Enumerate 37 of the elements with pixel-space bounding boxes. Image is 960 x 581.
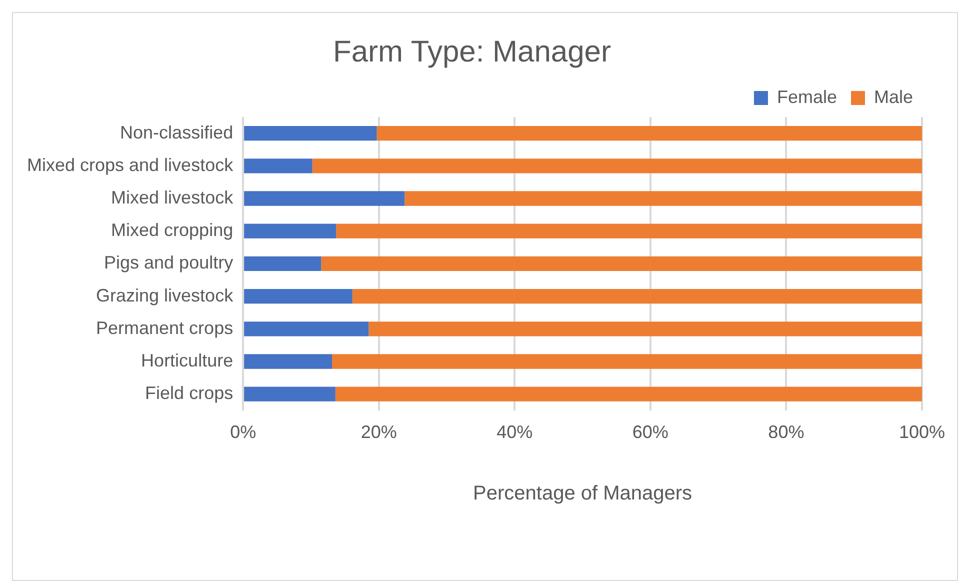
bar bbox=[321, 256, 922, 272]
bar bbox=[368, 322, 922, 336]
x-tick-label: 100% bbox=[898, 422, 946, 442]
y-tick-label: Permanent crops bbox=[96, 318, 234, 338]
y-tick-label: Mixed livestock bbox=[111, 187, 234, 208]
y-tick-label: Pigs and poultry bbox=[104, 252, 234, 273]
bar bbox=[244, 256, 322, 272]
x-tick-label: 0% bbox=[230, 422, 256, 442]
y-tick-label: Horticulture bbox=[141, 350, 234, 370]
bar bbox=[244, 386, 336, 402]
x-tick-label: 20% bbox=[360, 422, 397, 442]
bar bbox=[244, 126, 377, 141]
x-tick-label: 40% bbox=[496, 422, 533, 442]
bar bbox=[404, 191, 922, 206]
bar bbox=[244, 288, 352, 304]
x-tick-label: 60% bbox=[632, 422, 668, 442]
y-tick-label: Grazing livestock bbox=[96, 285, 234, 306]
x-axis-title: Percentage of Managers bbox=[473, 482, 692, 505]
y-tick-label: Non-classified bbox=[120, 122, 234, 142]
bar bbox=[332, 354, 922, 369]
legend-label: Male bbox=[874, 86, 913, 107]
bar bbox=[244, 158, 312, 174]
bar bbox=[352, 288, 922, 304]
bar bbox=[336, 224, 922, 238]
bar bbox=[244, 224, 336, 238]
bar bbox=[244, 191, 405, 206]
y-tick-label: Mixed cropping bbox=[111, 220, 234, 240]
bar bbox=[244, 354, 332, 369]
legend-label: Female bbox=[776, 86, 837, 107]
x-tick-label: 80% bbox=[768, 422, 804, 442]
bar bbox=[376, 126, 922, 141]
bar bbox=[335, 386, 922, 402]
y-tick-label: Field crops bbox=[145, 383, 234, 404]
y-tick-label: Mixed crops and livestock bbox=[26, 154, 234, 175]
chart-title: Farm Type: Manager bbox=[333, 35, 611, 68]
bar bbox=[244, 322, 369, 336]
bar bbox=[312, 158, 922, 174]
